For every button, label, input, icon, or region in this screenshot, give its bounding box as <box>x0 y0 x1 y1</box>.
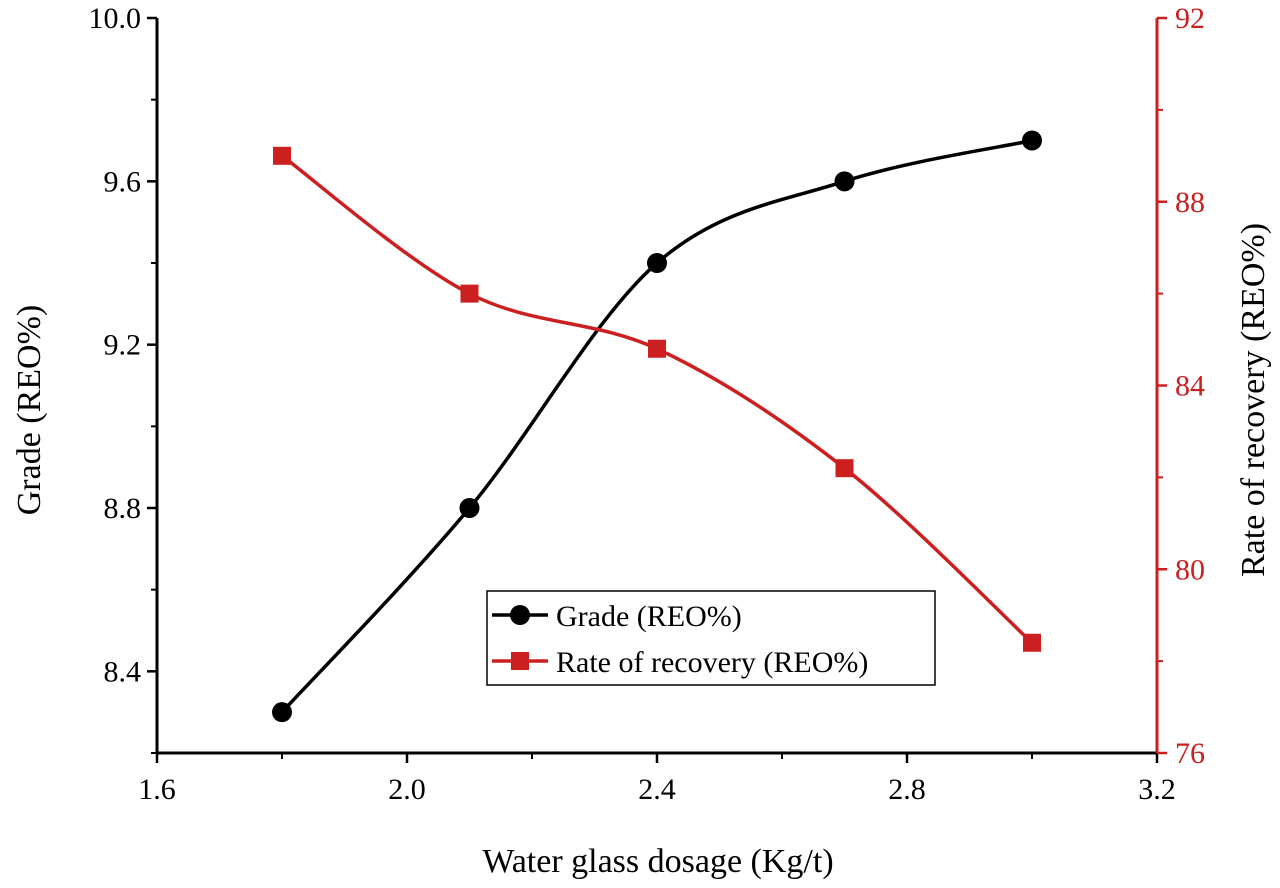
legend-label-grade: Grade (REO%) <box>556 600 742 633</box>
series-layer <box>272 130 1042 723</box>
series-line-grade <box>280 138 1033 714</box>
x-tick-label: 2.0 <box>388 773 426 806</box>
y-right-tick-label: 80 <box>1175 553 1205 586</box>
legend-box <box>486 590 936 686</box>
legend-marker-recovery <box>511 652 529 670</box>
x-axis-title: Water glass dosage (Kg/t) <box>482 843 833 880</box>
data-point-recovery <box>273 146 291 165</box>
y-left-tick-label: 9.2 <box>104 329 142 362</box>
data-point-recovery <box>648 339 666 358</box>
x-tick-label: 1.6 <box>138 773 176 806</box>
legend-label-recovery: Rate of recovery (REO%) <box>556 646 868 679</box>
y-left-tick-label: 10.0 <box>89 2 142 35</box>
legend: Grade (REO%) Rate of recovery (REO%) <box>486 590 936 686</box>
y-right-tick-label: 76 <box>1175 737 1205 770</box>
data-point-grade <box>647 253 667 273</box>
x-tick-label: 2.4 <box>638 773 676 806</box>
data-point-grade <box>272 702 292 723</box>
y-left-tick-label: 8.8 <box>104 492 142 525</box>
series-line-recovery <box>280 154 1034 645</box>
y-right-tick-label: 84 <box>1175 370 1205 403</box>
x-tick-label: 3.2 <box>1138 773 1176 806</box>
y-axis-title-left: Grade (REO%) <box>11 305 48 516</box>
x-tick-label: 2.8 <box>888 773 926 806</box>
y-right-tick-label: 88 <box>1175 186 1205 219</box>
data-point-grade <box>459 498 480 518</box>
data-point-recovery <box>835 459 854 478</box>
legend-marker-grade <box>510 605 530 625</box>
ticks: 1.6 2.0 2.4 2.8 3.2 8.4 8.8 9.2 9.6 10.0 76 80 84 88 9… <box>89 2 1206 806</box>
y-right-tick-label: 92 <box>1175 2 1205 35</box>
data-point-grade <box>834 171 855 192</box>
data-point-recovery <box>460 284 479 303</box>
y-axis-title-right: Rate of recovery (REO%) <box>1235 223 1272 577</box>
y-left-tick-label: 8.4 <box>104 655 142 688</box>
data-point-recovery <box>1023 633 1041 652</box>
data-point-grade <box>1022 130 1042 151</box>
y-left-tick-label: 9.6 <box>104 165 142 198</box>
